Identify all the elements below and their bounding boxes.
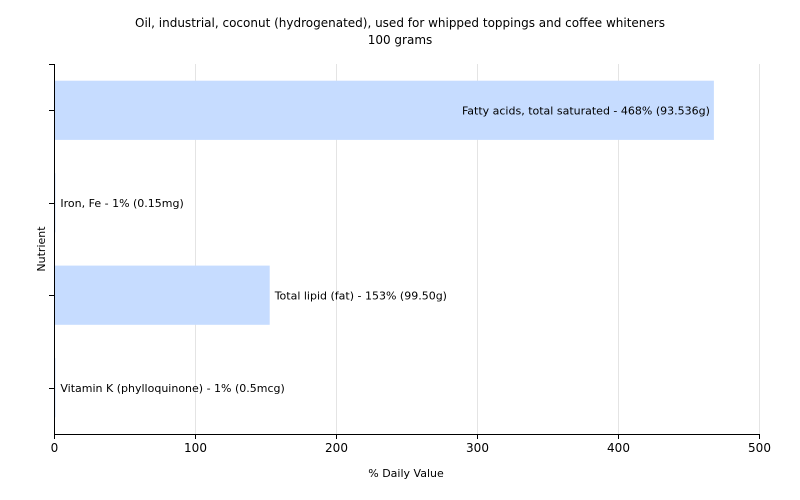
bar-value-label: Fatty acids, total saturated - 468% (93.… xyxy=(462,104,710,117)
x-tick-label: 200 xyxy=(325,441,348,455)
x-tick-label: 100 xyxy=(184,441,207,455)
bar-value-label: Iron, Fe - 1% (0.15mg) xyxy=(60,197,183,210)
data-labels: Fatty acids, total saturated - 468% (93.… xyxy=(60,104,710,395)
x-tick-label: 300 xyxy=(466,441,489,455)
chart-subtitle: 100 grams xyxy=(368,33,433,47)
bar xyxy=(55,80,714,140)
y-axis-title: Nutrient xyxy=(35,226,48,272)
bars xyxy=(55,80,714,418)
x-tick-label: 500 xyxy=(748,441,771,455)
chart-title: Oil, industrial, coconut (hydrogenated),… xyxy=(135,16,665,30)
bar-value-label: Vitamin K (phylloquinone) - 1% (0.5mcg) xyxy=(60,382,284,395)
axes: 0 100 200 300 400 500 xyxy=(49,64,771,455)
bar xyxy=(55,265,270,325)
x-axis-title: % Daily Value xyxy=(368,467,444,480)
x-tick-label: 0 xyxy=(51,441,59,455)
bar-value-label: Total lipid (fat) - 153% (99.50g) xyxy=(274,289,447,302)
x-tick-label: 400 xyxy=(607,441,630,455)
